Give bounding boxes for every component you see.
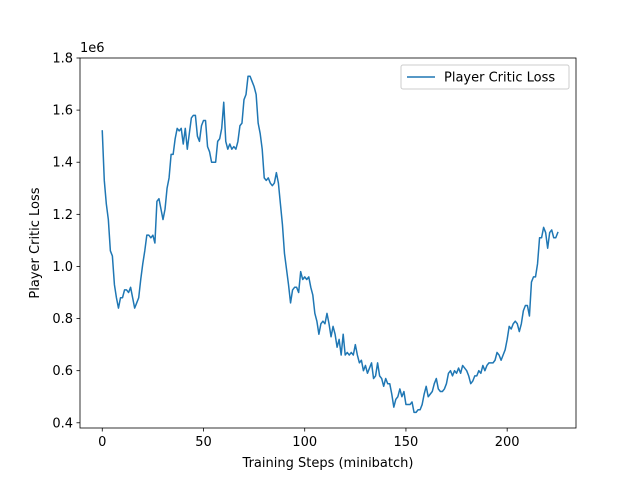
y-tick-label: 1.0 bbox=[52, 260, 73, 275]
y-axis-offset-text: 1e6 bbox=[80, 41, 105, 56]
legend: Player Critic Loss bbox=[400, 64, 570, 90]
axes-frame bbox=[79, 57, 577, 429]
plot-area bbox=[101, 75, 559, 414]
y-tick-label: 1.4 bbox=[52, 156, 73, 171]
y-tick-label: 1.2 bbox=[52, 208, 73, 223]
x-axis-ticks: 0 50 100 150 200 bbox=[98, 428, 520, 450]
x-tick-label: 0 bbox=[98, 435, 106, 450]
x-tick-label: 50 bbox=[195, 435, 212, 450]
x-tick-label: 150 bbox=[394, 435, 419, 450]
x-axis-label: Training Steps (minibatch) bbox=[242, 456, 414, 471]
y-tick-label: 0.4 bbox=[52, 416, 73, 431]
y-axis-ticks: 0.4 0.6 0.8 1.0 1.2 1.4 1.6 1.8 bbox=[52, 52, 80, 431]
y-axis-label: Player Critic Loss bbox=[28, 187, 43, 298]
y-tick-label: 0.8 bbox=[52, 312, 73, 327]
series-line-player-critic-loss bbox=[101, 75, 559, 414]
y-tick-label: 0.6 bbox=[52, 364, 73, 379]
legend-label: Player Critic Loss bbox=[444, 71, 555, 86]
y-tick-label: 1.6 bbox=[52, 104, 73, 119]
x-tick-label: 200 bbox=[495, 435, 520, 450]
legend-box bbox=[400, 64, 570, 90]
x-tick-label: 100 bbox=[292, 435, 317, 450]
y-tick-label: 1.8 bbox=[52, 52, 73, 67]
